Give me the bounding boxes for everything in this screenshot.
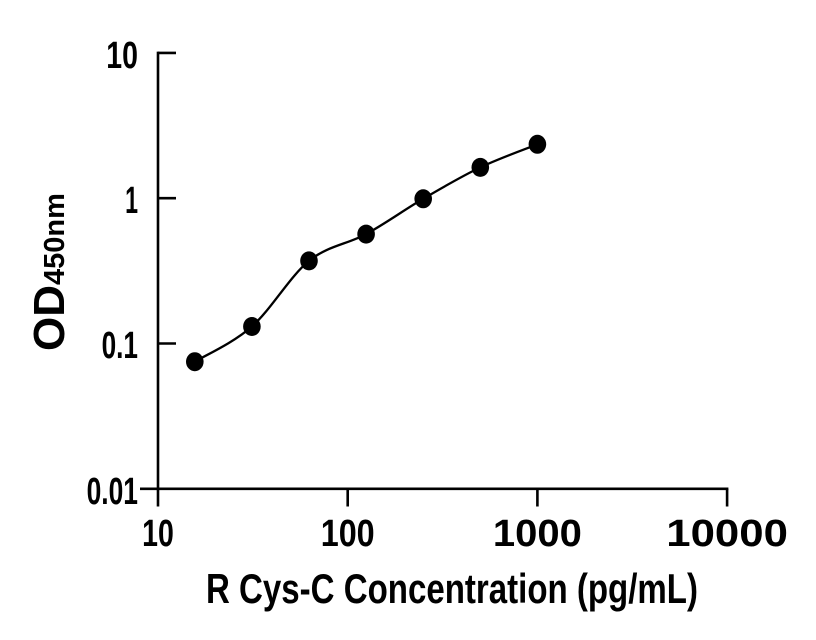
svg-text:R Cys-C Concentration (pg/mL): R Cys-C Concentration (pg/mL) (206, 565, 698, 612)
svg-text:1000: 1000 (493, 513, 582, 555)
svg-text:10000: 10000 (666, 513, 788, 555)
svg-text:10: 10 (142, 513, 174, 555)
svg-text:0.01: 0.01 (87, 471, 138, 513)
svg-text:0.1: 0.1 (102, 325, 138, 367)
svg-text:100: 100 (321, 513, 375, 555)
svg-text:1: 1 (125, 180, 138, 222)
svg-text:10: 10 (106, 35, 138, 77)
